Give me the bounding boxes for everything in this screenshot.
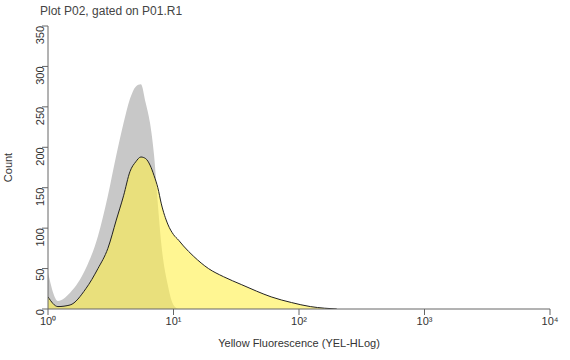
svg-text:Yellow Fluorescence (YEL-HLog): Yellow Fluorescence (YEL-HLog) — [218, 337, 380, 349]
svg-text:350: 350 — [34, 26, 46, 44]
html-text:Plot P02, gated on P01.R1: Plot P02, gated on P01.R1 — [40, 4, 183, 18]
svg-text:10¹: 10¹ — [166, 315, 182, 327]
svg-text:250: 250 — [34, 107, 46, 125]
svg-text:10⁰: 10⁰ — [40, 315, 56, 327]
svg-text:100: 100 — [34, 228, 46, 246]
svg-text:300: 300 — [34, 66, 46, 84]
svg-text:10⁴: 10⁴ — [542, 315, 559, 327]
svg-text:Count: Count — [8, 153, 14, 182]
svg-text:150: 150 — [34, 188, 46, 206]
svg-text:10³: 10³ — [417, 315, 433, 327]
svg-text:50: 50 — [34, 269, 46, 281]
svg-text:200: 200 — [34, 147, 46, 165]
svg-text:0: 0 — [34, 309, 46, 315]
svg-text:10²: 10² — [291, 315, 307, 327]
